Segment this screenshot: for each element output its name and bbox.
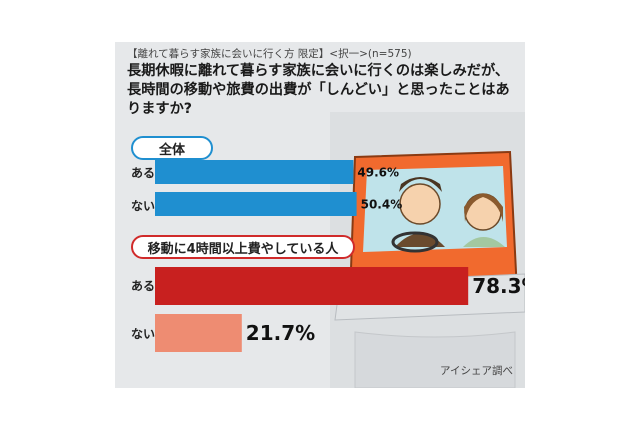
chart-subtitle: 【離れて暮らす家族に会いに行く方 限定】<択一>(n=575) bbox=[127, 48, 412, 60]
bar-4h-no bbox=[155, 314, 242, 352]
chart-title: 長期休暇に離れて暮らす家族に会いに行くのは楽しみだが、長時間の移動や旅費の出費が… bbox=[127, 63, 510, 117]
source-note: アイシェア調べ bbox=[440, 365, 513, 377]
car-illustration bbox=[115, 42, 525, 388]
group-label-4h: 移動に4時間以上費やしている人 bbox=[131, 235, 355, 259]
bar-overall-yes bbox=[155, 160, 354, 184]
chart-canvas: 【離れて暮らす家族に会いに行く方 限定】<択一>(n=575) 長期休暇に離れて… bbox=[115, 42, 525, 388]
bar-overall-no bbox=[155, 192, 357, 216]
value-label-overall-yes: 49.6% bbox=[357, 165, 399, 179]
value-label-4h-yes: 78.3% bbox=[472, 274, 525, 298]
value-label-overall-no: 50.4% bbox=[361, 197, 403, 211]
bar-4h-yes bbox=[155, 267, 469, 305]
category-label-overall-no: ない bbox=[131, 199, 156, 213]
category-label-4h-yes: ある bbox=[131, 279, 156, 293]
value-label-4h-no: 21.7% bbox=[246, 321, 315, 345]
group-label-overall: 全体 bbox=[131, 136, 213, 160]
category-label-overall-yes: ある bbox=[131, 166, 156, 180]
category-label-4h-no: ない bbox=[131, 327, 156, 341]
bars-layer: 49.6% 50.4% 78.3% 21.7% bbox=[155, 160, 525, 352]
